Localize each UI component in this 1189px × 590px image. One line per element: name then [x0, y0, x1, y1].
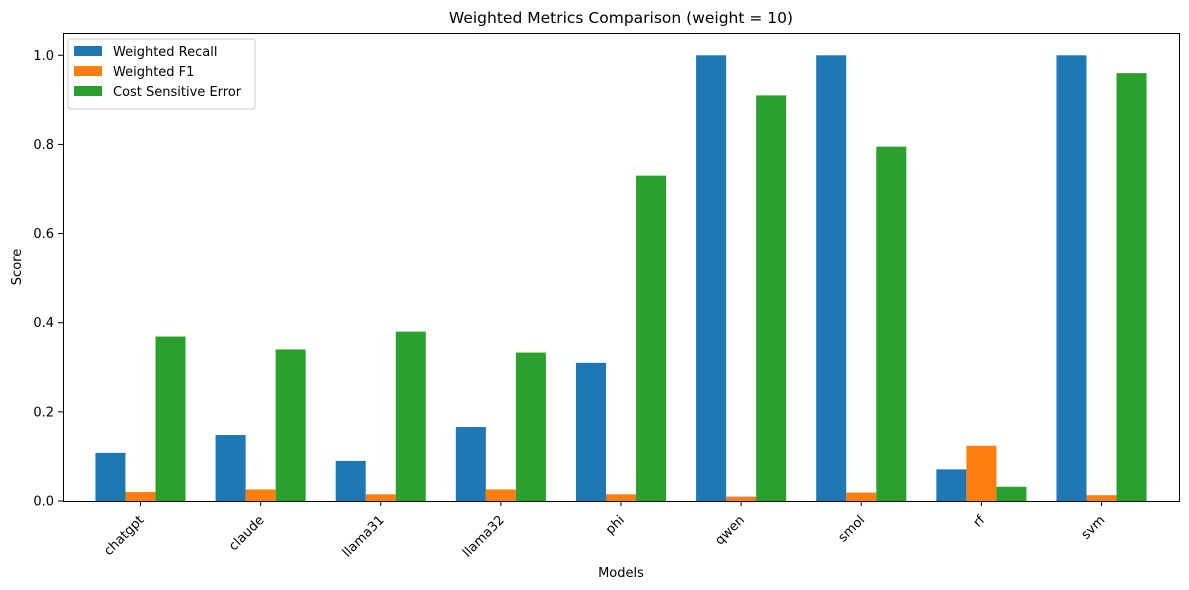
bar-weighted-f1-rf: [966, 445, 997, 501]
bar-weighted-f1-smol: [846, 492, 877, 501]
bar-weighted-f1-qwen: [726, 496, 757, 501]
y-tick-label: 0.8: [33, 138, 54, 153]
bar-weighted-recall-phi: [575, 362, 606, 501]
legend-swatch: [74, 66, 102, 76]
y-axis: 0.0 0.2 0.4 0.6 0.8 1.0: [33, 49, 63, 510]
x-tick-label-claude: claude: [226, 513, 267, 554]
chart-title: Weighted Metrics Comparison (weight = 10…: [449, 9, 793, 27]
x-axis: chatgpt claude llama31 llama32 phi qwen smol rf…: [101, 501, 1108, 561]
bar-cost-sensitive-error-svm: [1116, 73, 1147, 501]
bar-cost-sensitive-error-phi: [636, 175, 667, 501]
bar-cost-sensitive-error-claude: [275, 349, 306, 501]
y-tick-label: 0.2: [33, 405, 54, 420]
x-tick-label-svm: svm: [1079, 513, 1109, 543]
bar-weighted-recall-svm: [1056, 55, 1087, 502]
bar-weighted-f1-claude: [245, 489, 276, 501]
x-tick-label-smol: smol: [836, 513, 869, 546]
legend-label: Weighted Recall: [113, 45, 217, 60]
bar-weighted-recall-chatgpt: [95, 452, 126, 501]
bar-weighted-f1-svm: [1086, 495, 1117, 501]
x-tick-label-llama31: llama31: [340, 513, 388, 561]
legend-label: Cost Sensitive Error: [113, 85, 242, 100]
bar-weighted-recall-smol: [816, 55, 847, 502]
x-axis-label: Models: [598, 566, 644, 581]
bar-weighted-recall-llama32: [455, 427, 486, 501]
x-tick-label-qwen: qwen: [713, 513, 748, 548]
bar-cost-sensitive-error-rf: [996, 486, 1027, 501]
x-tick-label-rf: rf: [971, 513, 989, 531]
bar-weighted-recall-claude: [215, 435, 246, 501]
bar-weighted-f1-llama31: [365, 494, 396, 501]
legend-box: [67, 38, 256, 110]
x-tick-label-llama32: llama32: [460, 513, 508, 561]
bar-weighted-f1-phi: [605, 494, 637, 501]
bar-cost-sensitive-error-llama32: [515, 352, 546, 501]
y-axis-label: Score: [10, 249, 25, 285]
legend-label: Weighted F1: [113, 65, 194, 80]
bar-weighted-f1-chatgpt: [125, 492, 156, 501]
legend: Weighted Recall Weighted F1 Cost Sensitive…: [67, 38, 256, 110]
bar-weighted-recall-rf: [936, 469, 967, 501]
legend-swatch: [74, 46, 102, 56]
bar-weighted-recall-qwen: [696, 55, 727, 502]
bar-cost-sensitive-error-qwen: [756, 95, 787, 502]
bars-group: [95, 55, 1147, 502]
bar-weighted-f1-llama32: [485, 489, 516, 501]
bar-cost-sensitive-error-smol: [876, 146, 907, 501]
bar-weighted-recall-llama31: [335, 460, 366, 501]
x-tick-label-chatgpt: chatgpt: [101, 513, 147, 559]
legend-swatch: [74, 86, 102, 96]
bar-cost-sensitive-error-llama31: [395, 331, 426, 501]
x-tick-label-phi: phi: [603, 513, 628, 538]
y-tick-label: 0.6: [33, 227, 54, 242]
y-tick-label: 0.4: [33, 316, 54, 331]
y-tick-label: 0.0: [33, 495, 54, 510]
y-tick-label: 1.0: [33, 49, 54, 64]
bar-cost-sensitive-error-chatgpt: [155, 336, 186, 501]
